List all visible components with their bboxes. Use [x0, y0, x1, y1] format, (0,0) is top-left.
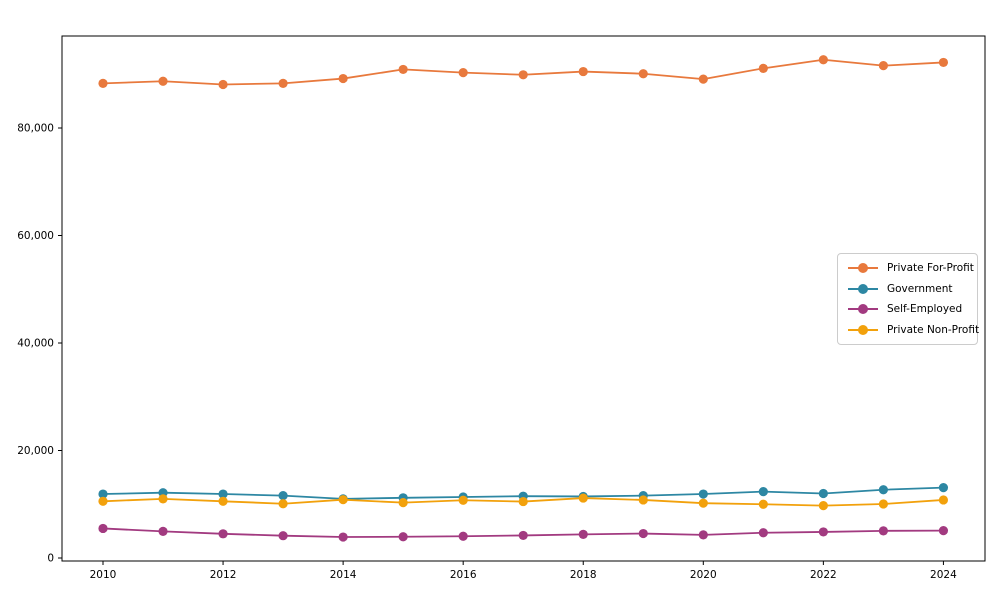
- x-tick-label: 2016: [450, 569, 477, 581]
- data-point-private-non-profit: [518, 496, 528, 507]
- data-point-self-employed: [278, 531, 288, 541]
- data-point-private-for-profit: [338, 73, 348, 84]
- legend-entry: Government: [848, 279, 971, 299]
- data-point-private-for-profit: [758, 63, 768, 73]
- legend: Private For-Profit Government Self-Employe…: [837, 253, 979, 345]
- data-point-private-for-profit: [458, 68, 468, 78]
- data-point-self-employed: [878, 526, 888, 536]
- data-point-self-employed: [158, 526, 168, 536]
- data-point-private-for-profit: [938, 57, 949, 68]
- data-point-private-non-profit: [578, 493, 588, 503]
- legend-dot: [858, 263, 868, 274]
- legend-label: Private Non-Profit: [887, 323, 980, 336]
- data-point-government: [938, 482, 949, 493]
- data-point-private-non-profit: [698, 498, 708, 508]
- legend-entry: Self-Employed: [848, 299, 971, 319]
- legend-label: Self-Employed: [887, 303, 963, 316]
- data-point-private-for-profit: [698, 74, 708, 84]
- data-point-private-non-profit: [938, 495, 949, 505]
- data-point-private-for-profit: [638, 69, 648, 79]
- data-point-self-employed: [98, 523, 108, 534]
- x-tick-label: 2020: [690, 569, 717, 581]
- x-tick-label: 2018: [570, 569, 597, 581]
- x-tick-label: 2012: [210, 569, 237, 581]
- y-tick-label: 0: [47, 553, 54, 565]
- data-point-self-employed: [938, 525, 949, 536]
- data-point-private-for-profit: [818, 55, 828, 65]
- y-tick-label: 60,000: [17, 230, 54, 242]
- y-tick-label: 40,000: [17, 338, 54, 350]
- legend-dot: [858, 283, 868, 294]
- data-point-private-non-profit: [458, 495, 468, 505]
- legend-marker-icon: [848, 263, 878, 274]
- data-point-private-non-profit: [98, 496, 108, 506]
- data-point-private-for-profit: [518, 70, 528, 80]
- legend-marker-icon: [848, 304, 878, 315]
- data-point-self-employed: [818, 527, 828, 537]
- legend-label: Private For-Profit: [887, 262, 974, 275]
- data-point-private-non-profit: [218, 496, 228, 506]
- data-point-private-for-profit: [578, 66, 588, 77]
- data-point-private-for-profit: [878, 61, 888, 71]
- data-point-private-non-profit: [158, 494, 168, 504]
- data-point-government: [818, 488, 828, 499]
- data-point-self-employed: [698, 530, 708, 540]
- data-point-private-non-profit: [818, 500, 828, 511]
- data-point-private-non-profit: [338, 495, 348, 505]
- x-tick-label: 2022: [810, 569, 837, 581]
- data-point-self-employed: [638, 528, 648, 539]
- data-point-government: [278, 491, 288, 501]
- legend-marker-icon: [848, 324, 878, 335]
- data-point-self-employed: [218, 529, 228, 539]
- data-point-private-for-profit: [218, 79, 228, 90]
- data-point-government: [878, 485, 888, 495]
- data-point-private-for-profit: [398, 64, 408, 75]
- y-tick-label: 20,000: [17, 445, 54, 457]
- x-tick-label: 2014: [330, 569, 357, 581]
- legend-entry: Private Non-Profit: [848, 320, 979, 340]
- legend-entry: Private For-Profit: [848, 258, 974, 278]
- legend-dot: [858, 304, 868, 315]
- data-point-self-employed: [518, 530, 528, 541]
- data-point-private-for-profit: [278, 78, 288, 88]
- data-point-private-non-profit: [278, 499, 288, 509]
- data-point-government: [218, 489, 228, 499]
- legend-marker-icon: [848, 283, 878, 294]
- data-point-self-employed: [578, 529, 588, 539]
- data-point-self-employed: [398, 532, 408, 542]
- data-point-private-non-profit: [638, 495, 648, 505]
- data-point-government: [98, 489, 108, 499]
- data-point-private-for-profit: [98, 78, 108, 88]
- x-tick-label: 2024: [930, 569, 957, 581]
- data-point-private-non-profit: [398, 498, 408, 508]
- data-point-private-for-profit: [158, 76, 168, 86]
- legend-dot: [858, 324, 868, 335]
- data-point-self-employed: [338, 532, 348, 542]
- data-point-private-non-profit: [758, 499, 768, 509]
- x-tick-label: 2010: [90, 569, 117, 581]
- data-point-government: [758, 487, 768, 497]
- data-point-self-employed: [758, 528, 768, 538]
- legend-label: Government: [887, 282, 953, 295]
- data-point-private-non-profit: [878, 499, 888, 509]
- data-point-self-employed: [458, 531, 468, 541]
- y-tick-label: 80,000: [17, 123, 54, 135]
- data-point-government: [698, 489, 708, 499]
- axes-frame: [61, 35, 986, 562]
